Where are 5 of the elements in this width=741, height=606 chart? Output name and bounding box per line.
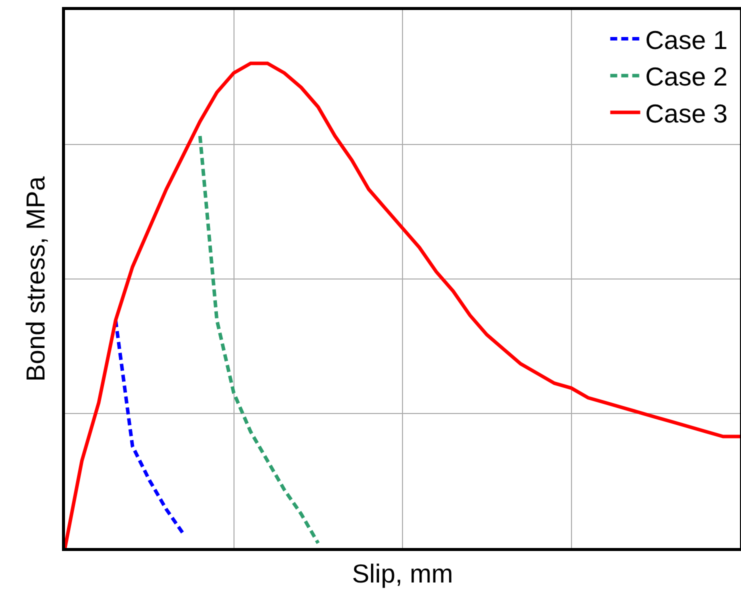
legend-label: Case 3 xyxy=(645,98,728,129)
legend-label: Case 1 xyxy=(645,24,728,55)
legend-label: Case 2 xyxy=(645,62,728,92)
y-axis-title: Bond stress, MPa xyxy=(20,176,51,382)
x-axis-title: Slip, mm xyxy=(352,558,454,589)
